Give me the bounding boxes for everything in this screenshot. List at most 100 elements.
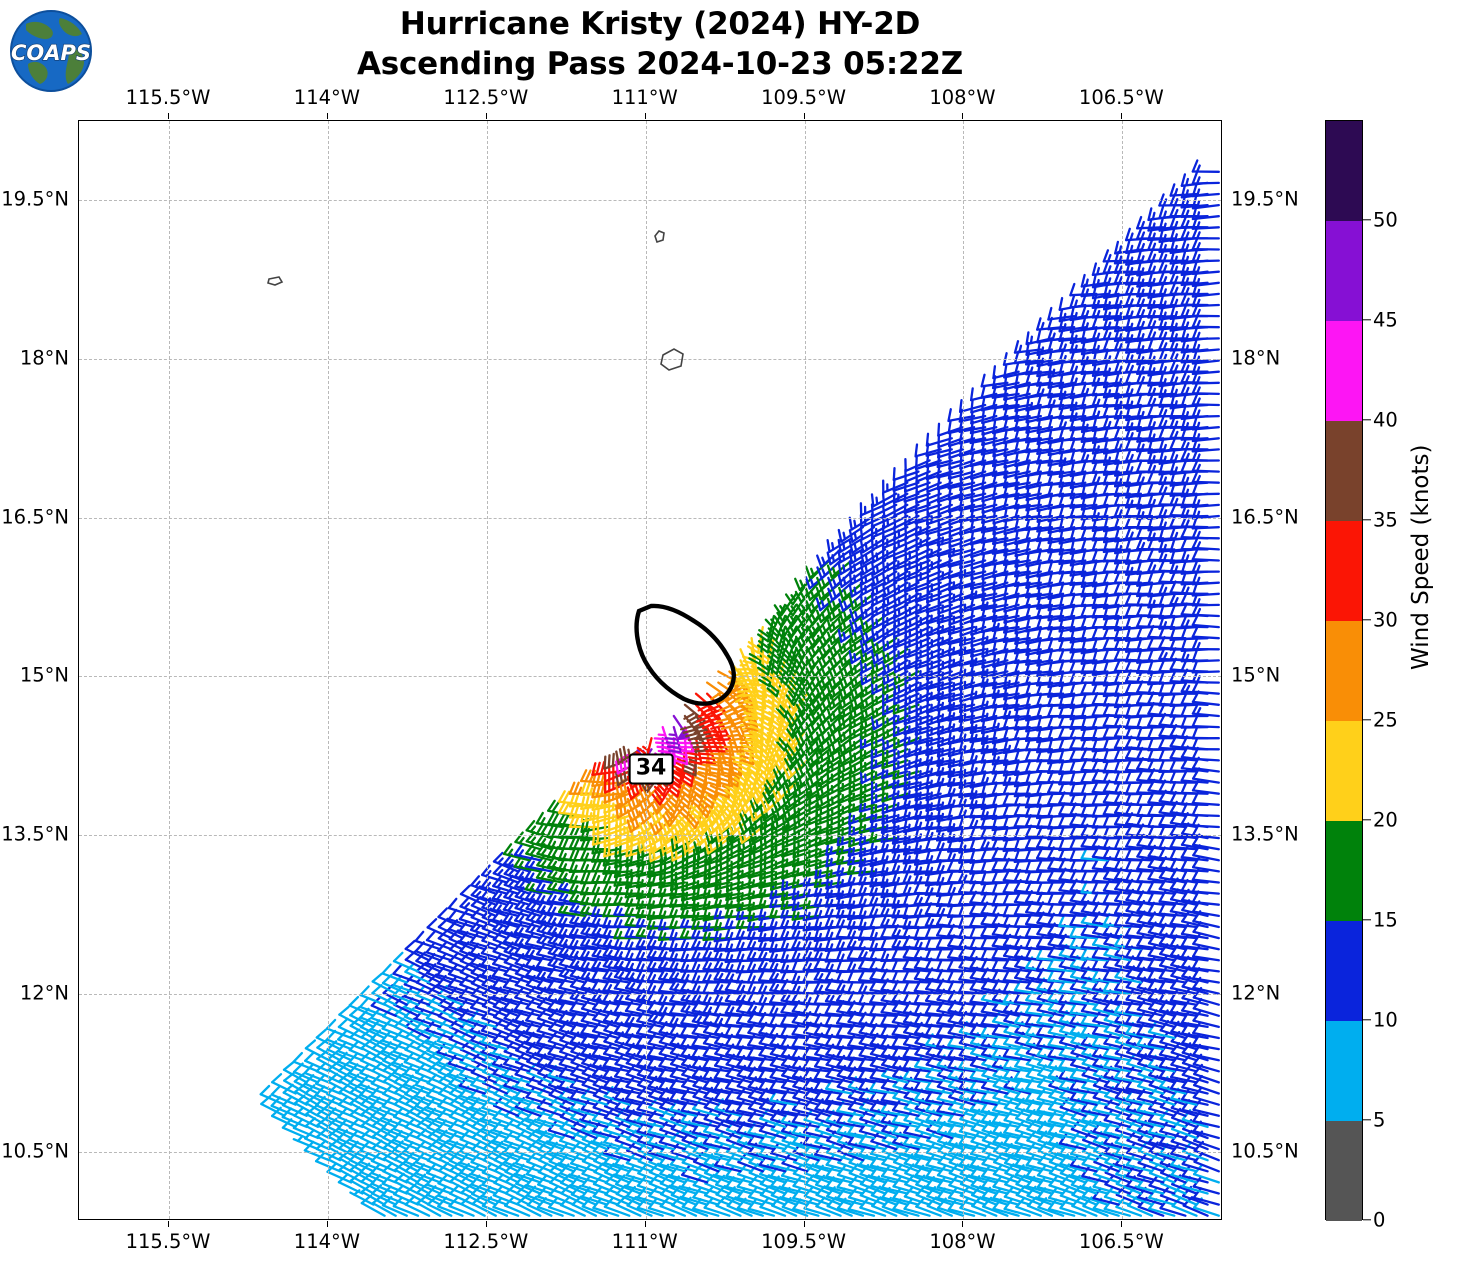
x-tick-label-bottom: 114°W (293, 1230, 361, 1253)
wind-barb (625, 1152, 653, 1173)
wind-barb (647, 1197, 675, 1217)
wind-barb (625, 1175, 653, 1195)
gridline-horizontal (79, 358, 1221, 360)
wind-barb (636, 1175, 664, 1195)
gridline-horizontal (79, 1152, 1221, 1154)
gridline-vertical (804, 121, 806, 1219)
wind-barb-field (259, 159, 1220, 1217)
colorbar-tick-label: 10 (1373, 1008, 1398, 1032)
wind-barb (1159, 1197, 1187, 1217)
wind-barb (725, 1153, 753, 1173)
colorbar-tick-label: 40 (1373, 408, 1398, 432)
y-tick-label-right: 16.5°N (1231, 505, 1299, 529)
tick-mark-x (485, 1221, 487, 1227)
y-tick-label-right: 19.5°N (1231, 187, 1299, 211)
wind-barb (1103, 1186, 1131, 1206)
wind-barb (736, 1164, 764, 1184)
tick-mark-x (485, 113, 487, 119)
gridline-vertical (1122, 121, 1124, 1219)
x-tick-label-bottom: 109.5°W (761, 1230, 847, 1253)
wind-barb (881, 1153, 909, 1173)
wind-barb (859, 1197, 887, 1217)
wind-barb (625, 1164, 653, 1184)
page-title: Hurricane Kristy (2024) HY-2D Ascending … (120, 4, 1200, 84)
colorbar-band-magenta (1326, 321, 1362, 421)
x-tick-label-top: 115.5°W (125, 86, 211, 109)
tick-mark-x (803, 113, 805, 119)
x-tick-label-top: 106.5°W (1078, 86, 1164, 109)
wind-barb (569, 1153, 598, 1173)
wind-barb (1148, 1175, 1176, 1195)
colorbar-band-dark-purple (1326, 121, 1362, 221)
tick-mark-x (326, 1221, 328, 1227)
gridline-horizontal (79, 834, 1221, 836)
gridline-vertical (327, 121, 329, 1219)
gridline-vertical (963, 121, 965, 1219)
colorbar-band-orange (1326, 621, 1362, 721)
tick-mark-x (168, 1221, 170, 1227)
wind-barb (514, 1153, 542, 1173)
colorbar-tick-label: 15 (1373, 908, 1398, 932)
tick-mark-x (962, 113, 964, 119)
coaps-globe-icon: COAPS (10, 10, 92, 92)
colorbar-tick-label: 35 (1373, 508, 1398, 532)
y-tick-label-right: 15°N (1231, 663, 1281, 687)
wind-barb (558, 1153, 586, 1173)
wind-barb (747, 1186, 776, 1206)
colorbar-tick-label: 20 (1373, 808, 1398, 832)
gridline-horizontal (79, 993, 1221, 995)
wind-barb (936, 1164, 965, 1184)
wind-barb (803, 1197, 831, 1217)
tick-mark-x (1121, 1221, 1123, 1227)
wind-barb (481, 1185, 509, 1206)
x-tick-label-bottom: 111°W (611, 1230, 678, 1253)
tick-mark-x (803, 1221, 805, 1227)
gridline-vertical (645, 121, 647, 1219)
wind-barb (592, 1197, 620, 1217)
y-tick-label-left: 18°N (19, 346, 69, 370)
x-tick-label-top: 111°W (611, 86, 678, 109)
x-tick-label-bottom: 108°W (929, 1230, 996, 1253)
wind-barb (547, 1197, 575, 1217)
svg-text:COAPS: COAPS (11, 41, 91, 65)
gridline-vertical (486, 121, 488, 1219)
y-tick-label-left: 19.5°N (1, 187, 69, 211)
colorbar-label: Wind Speed (knots) (1408, 444, 1434, 670)
gridline-horizontal (79, 200, 1221, 202)
colorbar-tick-label: 30 (1373, 608, 1398, 632)
colorbar-tick-label: 25 (1373, 708, 1398, 732)
map-plot-area[interactable]: 34 (78, 120, 1222, 1220)
y-tick-label-left: 10.5°N (1, 1139, 69, 1163)
colorbar (1325, 120, 1363, 1221)
y-tick-label-left: 16.5°N (1, 505, 69, 529)
colorbar-tick-label: 45 (1373, 308, 1398, 332)
tick-mark-x (1121, 113, 1123, 119)
wind-barb (459, 1152, 486, 1173)
colorbar-tick-label: 50 (1373, 208, 1398, 232)
wind-barb (948, 1175, 976, 1195)
wind-barb (525, 1163, 553, 1184)
coaps-logo: COAPS (8, 8, 94, 94)
colorbar-band-red (1326, 521, 1362, 621)
colorbar-band-blue (1326, 921, 1362, 1021)
tick-mark-x (644, 1221, 646, 1227)
colorbar-band-cyan (1326, 1021, 1362, 1121)
gridlines (79, 121, 1221, 1219)
x-tick-label-top: 114°W (293, 86, 361, 109)
wind-barb (536, 1186, 564, 1206)
y-tick-label-right: 18°N (1231, 346, 1281, 370)
wind-barb (792, 1175, 820, 1195)
wind-barb (492, 1197, 520, 1217)
gridline-vertical (169, 121, 171, 1219)
wind-barb (525, 1175, 553, 1195)
tick-mark-x (168, 113, 170, 119)
x-tick-label-top: 112.5°W (443, 86, 529, 109)
wind-barb (903, 1186, 931, 1206)
y-tick-label-left: 13.5°N (1, 822, 69, 846)
tick-mark-x (644, 113, 646, 119)
colorbar-tick-label: 0 (1373, 1208, 1386, 1232)
x-tick-label-top: 108°W (929, 86, 996, 109)
x-tick-label-bottom: 115.5°W (125, 1230, 211, 1253)
wind-radius-contour-34kt (634, 603, 736, 706)
wind-barb (470, 1163, 497, 1184)
